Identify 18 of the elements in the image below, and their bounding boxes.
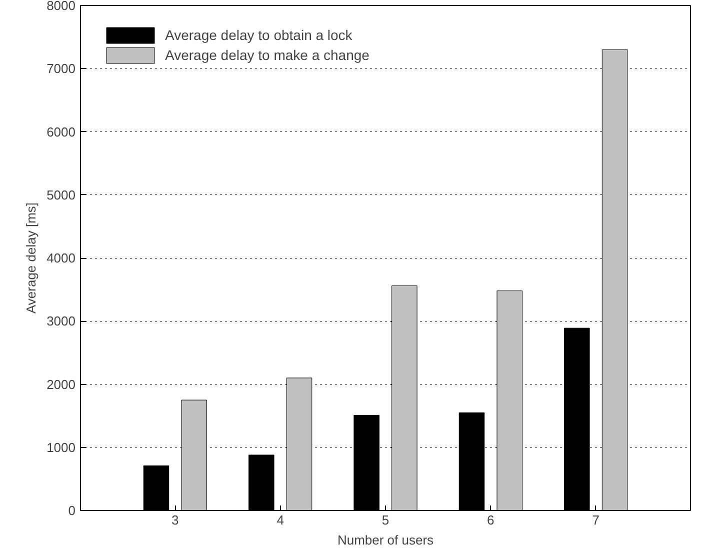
y-axis-title: Average delay [ms] — [24, 202, 39, 314]
x-tick-label: 3 — [172, 512, 179, 528]
y-tick-label: 2000 — [46, 376, 76, 392]
x-tick-label: 4 — [276, 512, 284, 528]
legend-label: Average delay to obtain a lock — [165, 27, 352, 43]
y-tick-label: 8000 — [46, 0, 76, 13]
legend-label: Average delay to make a change — [165, 47, 370, 63]
y-tick-label: 6000 — [46, 124, 76, 140]
y-tick-label: 0 — [68, 503, 76, 518]
y-tick-label: 5000 — [46, 187, 76, 202]
y-tick-label: 3000 — [46, 314, 76, 329]
x-tick-label: 5 — [382, 512, 390, 528]
y-tick-label: 4000 — [46, 250, 76, 266]
x-tick-label: 6 — [487, 512, 494, 528]
x-tick-label: 7 — [592, 512, 600, 528]
x-axis-title: Number of users — [337, 532, 434, 548]
y-tick-label: 7000 — [46, 61, 76, 76]
y-tick-label: 1000 — [46, 440, 76, 455]
